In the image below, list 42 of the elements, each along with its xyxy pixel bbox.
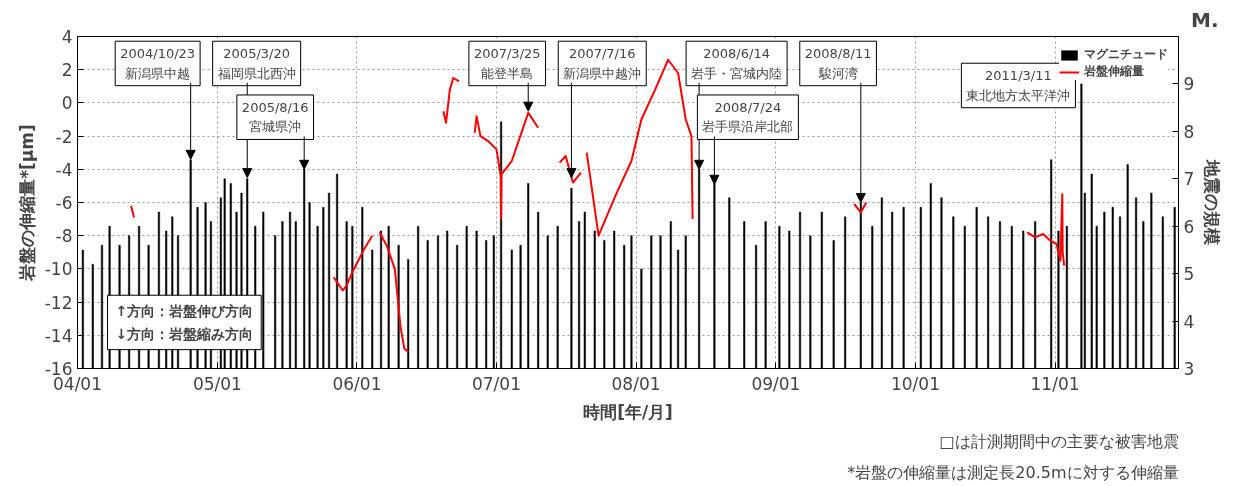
y-tick-label: -4 bbox=[55, 159, 73, 180]
x-tick-label: 06/01 bbox=[332, 373, 382, 394]
annotation: 2007/7/16 新潟県中越沖 bbox=[563, 46, 642, 81]
y2-axis-title: 地震の規模 bbox=[1202, 159, 1223, 245]
legend-label: 岩盤伸縮量 bbox=[1084, 63, 1144, 80]
x-tick-label: 10/01 bbox=[890, 373, 940, 394]
annotation: 2008/7/24 岩手県沿岸北部 bbox=[702, 99, 794, 135]
x-tick-label: 11/01 bbox=[1030, 373, 1080, 394]
y2-tick-label: 7 bbox=[1183, 169, 1195, 190]
x-tick-label: 08/01 bbox=[611, 373, 661, 394]
y2-tick-label: 6 bbox=[1183, 216, 1195, 237]
x-axis-title: 時間[年/月] bbox=[583, 401, 673, 422]
annotation: 2008/8/11 駿河湾 bbox=[804, 46, 872, 81]
text: M. bbox=[1191, 7, 1219, 32]
x-tick-label: 07/01 bbox=[472, 373, 521, 394]
x-tick-label: 09/01 bbox=[751, 373, 801, 394]
text: *岩盤の伸縮量は測定長20.5mに対する伸縮量 bbox=[847, 462, 1179, 482]
legend-label: マグニチュード bbox=[1084, 46, 1168, 63]
annotation: 2004/10/23 新潟県中越 bbox=[120, 46, 196, 81]
y2-tick-label: 3 bbox=[1183, 359, 1195, 379]
y2-tick-label: 4 bbox=[1183, 311, 1195, 332]
y-tick-label: 4 bbox=[61, 27, 73, 47]
y-axis-title: 岩盤の伸縮量*[μm] bbox=[16, 124, 37, 282]
y-tick-label: 0 bbox=[61, 93, 73, 114]
y-tick-label: 2 bbox=[61, 60, 73, 81]
y-tick-label: -14 bbox=[44, 325, 73, 346]
y-tick-label: -10 bbox=[44, 259, 73, 280]
y-tick-label: -2 bbox=[55, 126, 73, 147]
annotation: 2011/3/11 東北地方太平洋沖 bbox=[966, 68, 1071, 103]
y2-tick-label: 5 bbox=[1183, 264, 1195, 285]
annotation: ↑方向：岩盤伸び方向 ↓方向：岩盤縮み方向 bbox=[115, 303, 254, 342]
annotation: 2005/8/16 宮城県沖 bbox=[241, 99, 309, 135]
x-tick-label: 05/01 bbox=[192, 373, 242, 394]
y-tick-label: -8 bbox=[55, 226, 73, 247]
y-tick-label: -12 bbox=[44, 292, 73, 313]
annotation: 2008/6/14 岩手・宮城内陸 bbox=[691, 46, 783, 81]
annotation: 2005/3/20 福岡県北西沖 bbox=[217, 46, 296, 81]
annotation: 2007/3/25 能登半島 bbox=[473, 46, 541, 81]
text: □は計測期間中の主要な被害地震 bbox=[939, 431, 1179, 451]
y2-tick-label: 8 bbox=[1183, 121, 1195, 142]
y-tick-label: -6 bbox=[55, 193, 73, 213]
y2-tick-label: 9 bbox=[1183, 74, 1195, 95]
